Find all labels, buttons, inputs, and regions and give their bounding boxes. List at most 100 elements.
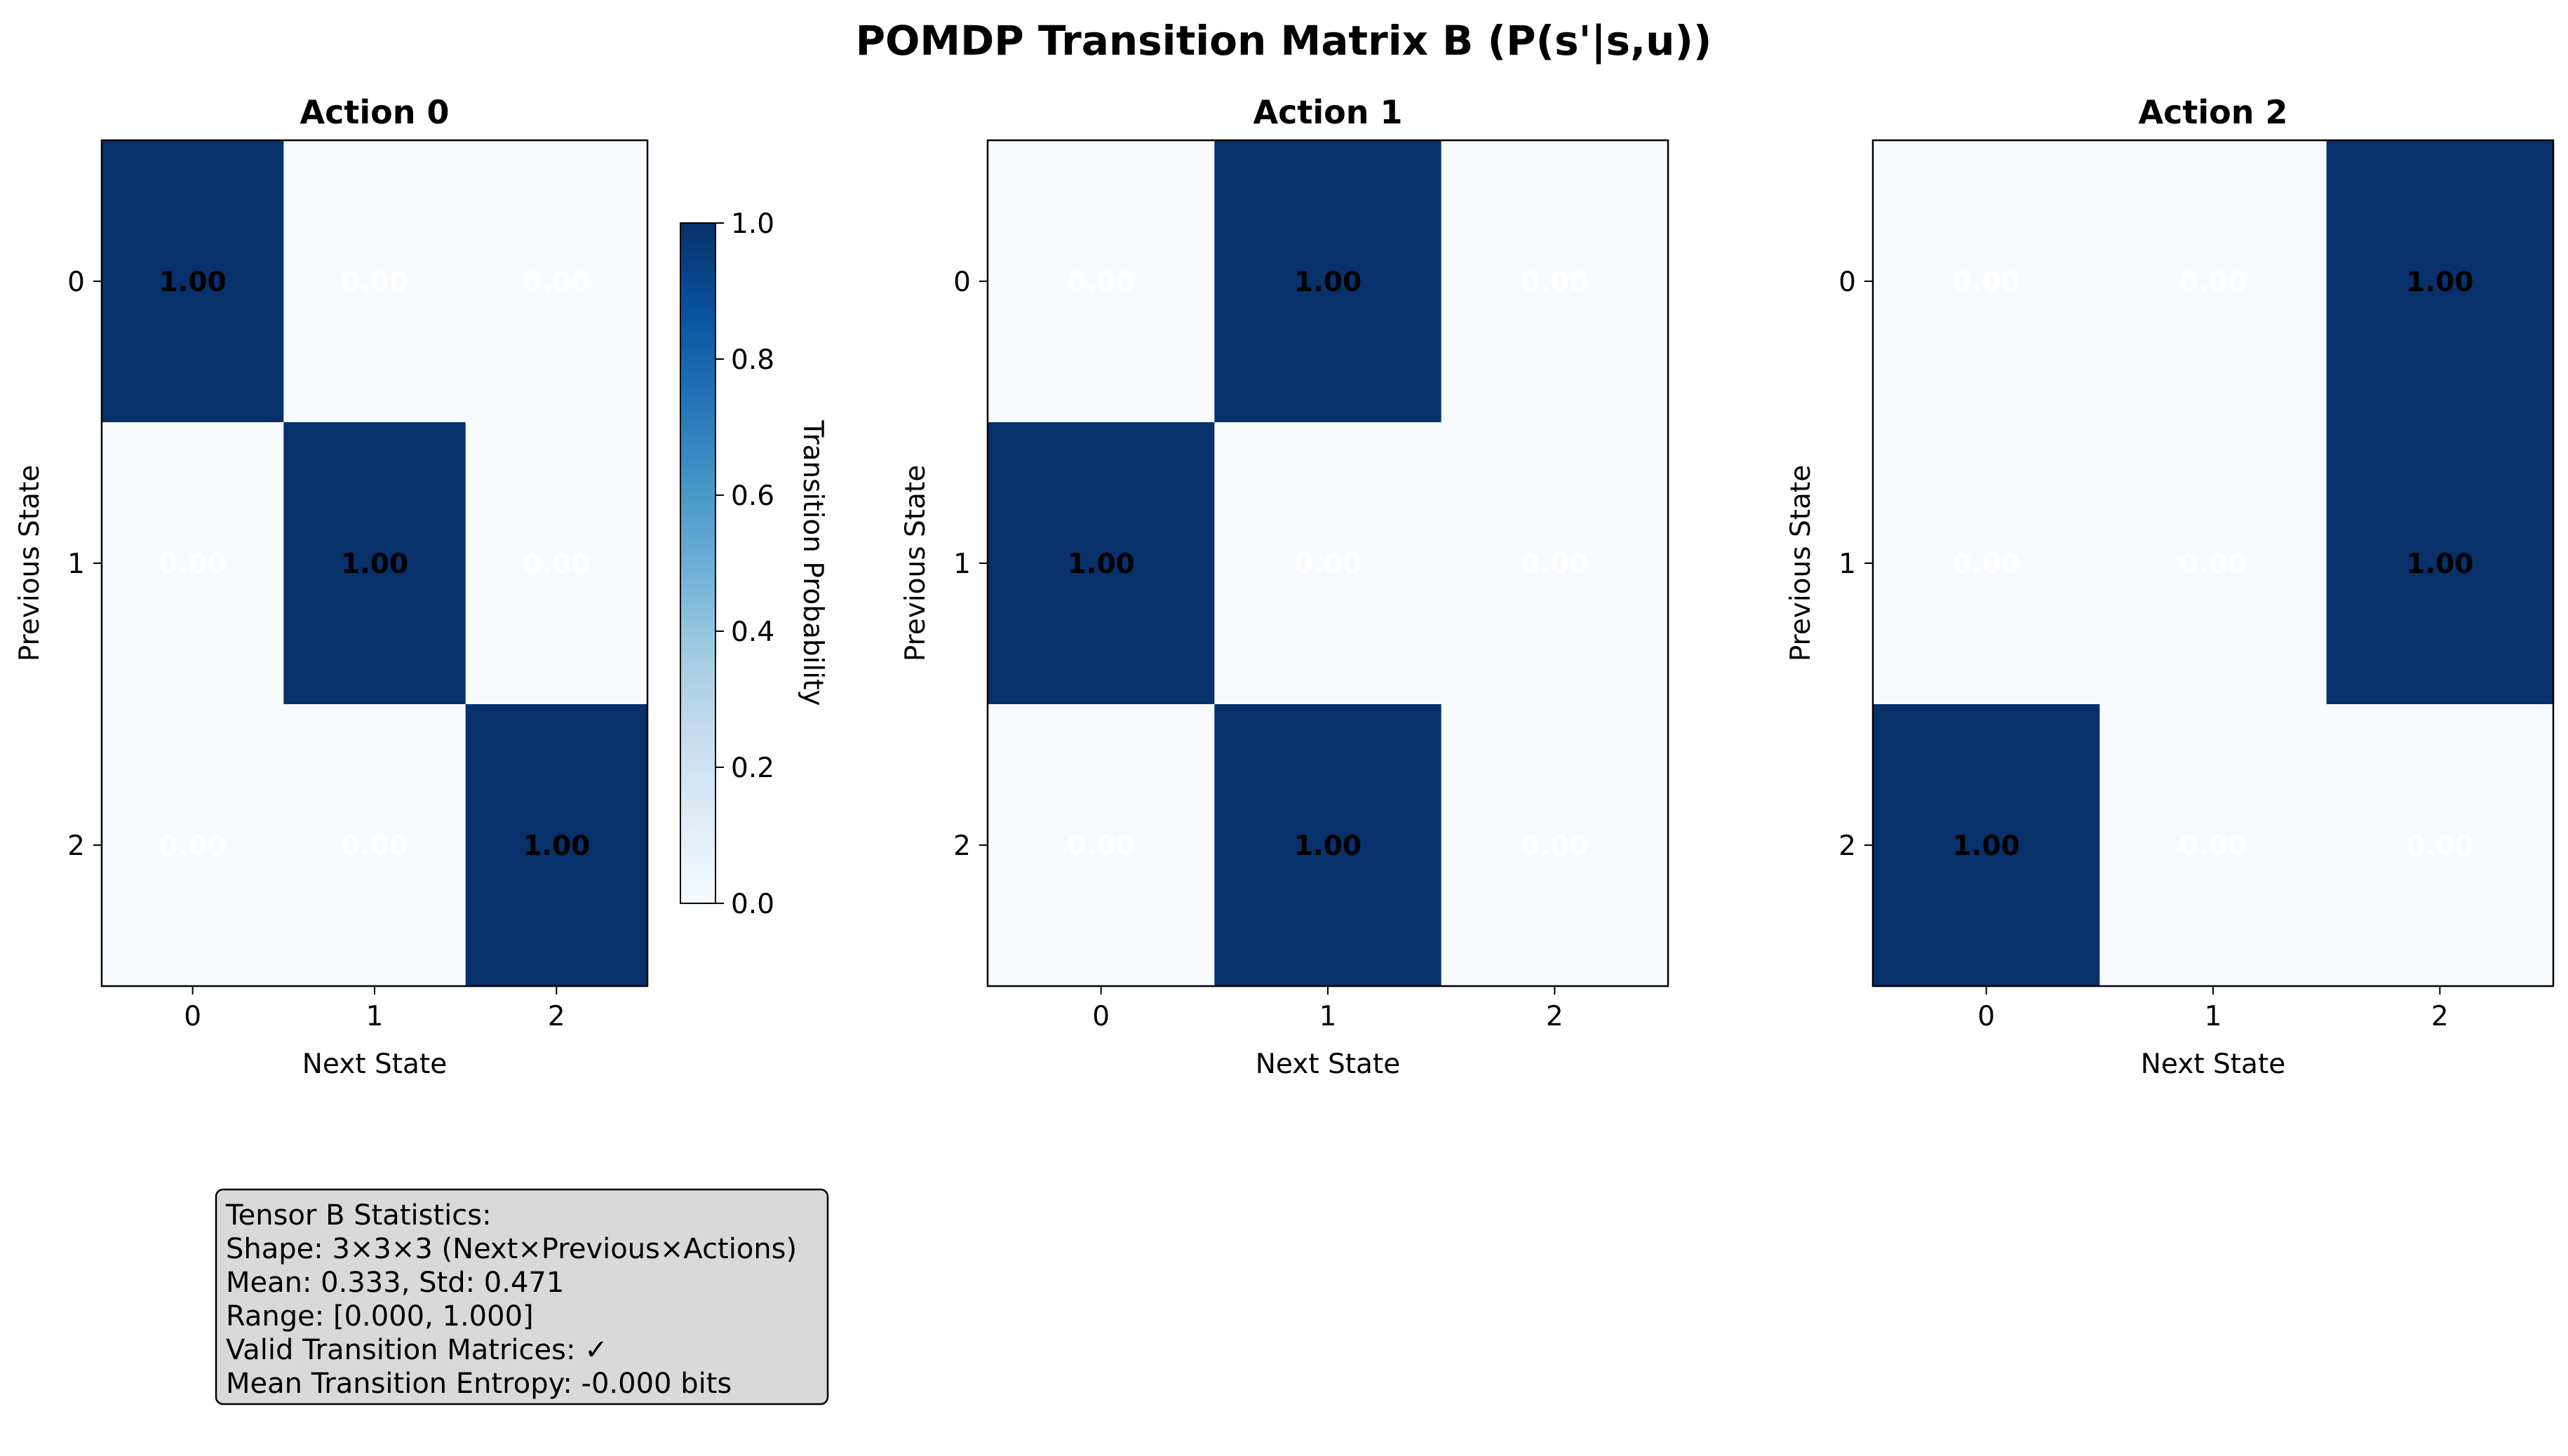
figure-title: POMDP Transition Matrix B (P(s'|s,u)) — [856, 17, 1712, 65]
stats-line: Valid Transition Matrices: ✓ — [226, 1334, 608, 1366]
heatmap-cell — [283, 422, 466, 705]
cell-value-label: 0.00 — [341, 830, 408, 862]
heatmap-cell — [2326, 704, 2554, 987]
heatmap-cell — [2099, 422, 2327, 705]
colorbar-tick-label: 1.0 — [731, 208, 774, 240]
cell-value-label: 0.00 — [1294, 548, 1362, 580]
stats-box-background — [215, 1188, 829, 1406]
stats-line: Tensor B Statistics: — [225, 1199, 492, 1232]
cell-value-label: 0.00 — [1521, 548, 1588, 580]
stats-line: Mean Transition Entropy: -0.000 bits — [226, 1368, 732, 1400]
heatmap-cell — [988, 140, 1215, 423]
x-tick-label: 0 — [1977, 1001, 1995, 1032]
colorbar: 0.0 0.2 0.4 0.6 0.8 1.0 Transition Probability — [680, 208, 828, 920]
cell-value-label: 0.00 — [1953, 548, 2020, 580]
y-tick-label: 1 — [1838, 548, 1856, 580]
colorbar-tick-label: 0.4 — [731, 616, 774, 648]
colorbar-tick-label: 0.8 — [731, 344, 774, 376]
panel-title: Action 2 — [2139, 93, 2288, 131]
y-axis-label: Previous State — [1785, 465, 1817, 661]
heatmap-panel-1: 0.00 1.00 0.00 1.00 0.00 0.00 0.00 1.00 0.00 0 1 2 0… — [900, 93, 1669, 1080]
heatmap-cell — [102, 704, 284, 987]
y-tick-label: 2 — [67, 830, 85, 862]
heatmap-cell — [1441, 140, 1669, 423]
cell-value-label: 0.00 — [1521, 830, 1588, 862]
y-tick-label: 1 — [953, 548, 971, 580]
heatmap-cell — [2326, 422, 2554, 705]
cell-value-label: 0.00 — [1521, 267, 1588, 298]
cell-value-label: 0.00 — [2179, 548, 2247, 580]
heatmap-panel-0: 1.00 0.00 0.00 0.00 1.00 0.00 0.00 0.00 1.00 0 1 2 0… — [14, 93, 649, 1080]
x-tick-label: 2 — [1546, 1001, 1564, 1032]
x-axis-label: Next State — [302, 1049, 447, 1080]
x-tick-label: 1 — [1319, 1001, 1337, 1032]
y-tick-label: 2 — [1838, 830, 1856, 862]
cell-value-label: 0.00 — [523, 267, 590, 298]
y-axis-label: Previous State — [14, 465, 46, 661]
cell-value-label: 1.00 — [523, 830, 590, 862]
statistics-box: Tensor B Statistics:Shape: 3×3×3 (Next×P… — [215, 1188, 829, 1406]
x-tick-label: 2 — [2431, 1001, 2449, 1032]
colorbar-label: Transition Probability — [797, 419, 828, 706]
panel-title: Action 1 — [1253, 93, 1403, 131]
colorbar-gradient — [680, 223, 715, 903]
y-tick-label: 0 — [1838, 267, 1856, 298]
heatmap-cell — [283, 140, 466, 423]
y-tick-label: 0 — [953, 267, 971, 298]
x-axis-label: Next State — [2141, 1049, 2285, 1080]
cell-value-label: 1.00 — [341, 548, 408, 580]
cell-value-label: 1.00 — [1953, 830, 2020, 862]
stats-line: Range: [0.000, 1.000] — [226, 1300, 534, 1333]
stats-line: Mean: 0.333, Std: 0.471 — [226, 1267, 564, 1299]
heatmap-cell — [1873, 422, 2100, 705]
heatmap-cell — [1214, 704, 1442, 987]
cell-value-label: 1.00 — [1294, 267, 1362, 298]
cell-value-label: 1.00 — [2406, 548, 2473, 580]
y-tick-label: 2 — [953, 830, 971, 862]
heatmap-cell — [465, 140, 648, 423]
cell-value-label: 0.00 — [159, 548, 227, 580]
cell-value-label: 0.00 — [523, 548, 590, 580]
cell-value-label: 1.00 — [1294, 830, 1362, 862]
cell-value-label: 1.00 — [1068, 548, 1135, 580]
cell-value-label: 0.00 — [1068, 830, 1135, 862]
heatmap-cell — [1214, 422, 1442, 705]
heatmap-cell — [283, 704, 466, 987]
heatmap-cell — [1873, 140, 2100, 423]
heatmap-cell — [1214, 140, 1442, 423]
heatmap-cell — [2326, 140, 2554, 423]
heatmap-cell — [102, 422, 284, 705]
heatmap-panel-2: 0.00 0.00 1.00 0.00 0.00 1.00 1.00 0.00 0.00 0 1 2 0… — [1785, 93, 2555, 1080]
cell-value-label: 1.00 — [2406, 267, 2473, 298]
stats-line: Shape: 3×3×3 (Next×Previous×Actions) — [226, 1233, 797, 1265]
heatmap-cell — [988, 422, 1215, 705]
x-tick-label: 0 — [1092, 1001, 1110, 1032]
x-tick-label: 0 — [184, 1001, 201, 1032]
panel-title: Action 0 — [300, 93, 450, 131]
heatmap-cell — [988, 704, 1215, 987]
y-tick-label: 0 — [67, 267, 85, 298]
colorbar-tick-label: 0.2 — [731, 753, 774, 784]
cell-value-label: 0.00 — [2406, 830, 2473, 862]
heatmap-cell — [102, 140, 284, 423]
cell-value-label: 0.00 — [1953, 267, 2020, 298]
heatmap-cell — [2099, 140, 2327, 423]
x-axis-label: Next State — [1256, 1049, 1400, 1080]
heatmap-cell — [465, 422, 648, 705]
colorbar-frame — [680, 222, 716, 904]
heatmap-cell — [1441, 704, 1669, 987]
cell-value-label: 0.00 — [341, 267, 408, 298]
cell-value-label: 0.00 — [2179, 267, 2247, 298]
x-tick-label: 1 — [2205, 1001, 2222, 1032]
colorbar-tick-label: 0.6 — [731, 480, 774, 512]
y-axis-label: Previous State — [900, 465, 932, 661]
x-tick-label: 2 — [548, 1001, 565, 1032]
cell-value-label: 0.00 — [2179, 830, 2247, 862]
heatmap-cell — [1873, 704, 2100, 987]
y-tick-label: 1 — [67, 548, 85, 580]
colorbar-tick-label: 0.0 — [731, 889, 774, 920]
heatmap-cell — [2099, 704, 2327, 987]
heatmap-cell — [465, 704, 648, 987]
heatmap-cell — [1441, 422, 1669, 705]
